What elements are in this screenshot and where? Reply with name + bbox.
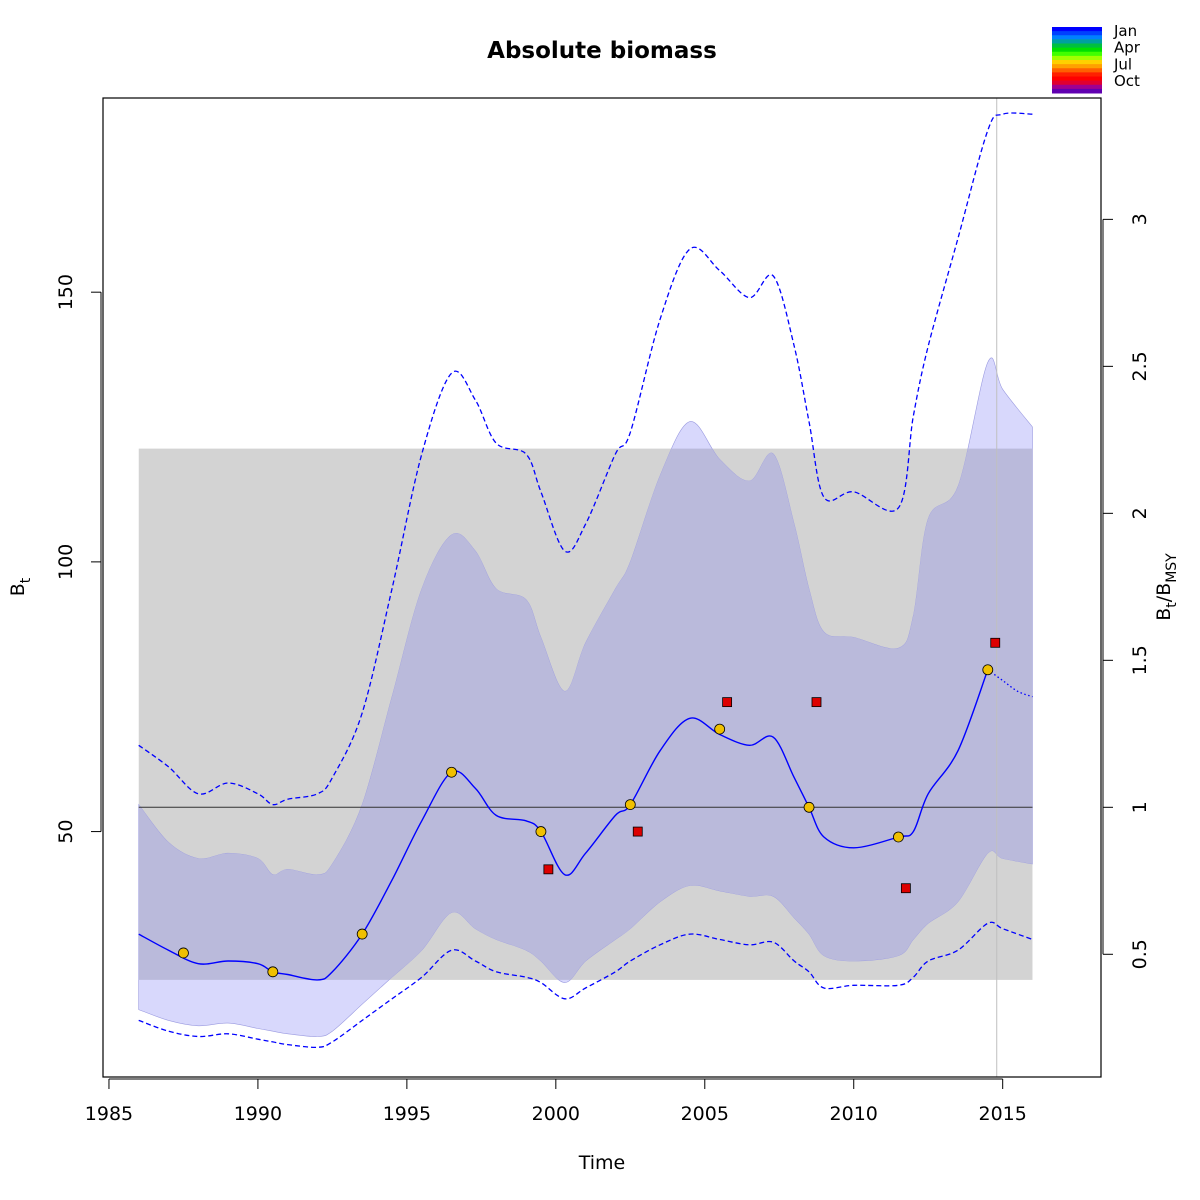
y2-tick-label: 1.5 — [1129, 645, 1151, 675]
index-circle-point — [178, 947, 189, 959]
x-tick-label: 2010 — [830, 1103, 878, 1125]
x-tick-label: 1985 — [85, 1103, 133, 1125]
index-circle-point — [356, 928, 368, 940]
legend-color-swatch — [1052, 76, 1102, 82]
index-square-point — [543, 864, 554, 875]
legend-color-swatch — [1052, 27, 1102, 32]
x-tick-label: 1990 — [234, 1103, 282, 1125]
y2-label-sep: /B — [1153, 583, 1175, 602]
legend-color-swatch — [1052, 43, 1102, 49]
legend-color-swatch — [1052, 80, 1102, 86]
x-tick-label: 2005 — [681, 1103, 729, 1125]
y-axis: 50 100 150 — [55, 274, 102, 844]
legend-color-swatch — [1052, 60, 1102, 65]
y2-tick-label: 1 — [1129, 801, 1151, 813]
index-circle-point — [535, 826, 547, 837]
y2-tick-label: 0.5 — [1129, 939, 1151, 969]
legend-color-swatch — [1052, 39, 1102, 44]
y-axis-label-main: B — [7, 583, 29, 596]
plot-area — [138, 98, 1033, 1077]
y-tick-label: 50 — [55, 819, 77, 843]
legend-color-swatch — [1052, 72, 1102, 77]
y-tick-label: 150 — [55, 274, 77, 310]
index-square-point — [900, 883, 911, 894]
ci-lower-line — [138, 921, 1033, 1049]
legend-color-swatch — [1052, 68, 1102, 73]
y2-label-main: B — [1153, 608, 1175, 621]
legend-month-label: Apr — [1114, 39, 1141, 57]
y2-axis-label: Bt/BMSY — [1153, 553, 1180, 621]
plot-frame — [102, 97, 1102, 1078]
y-axis-label-sub: t — [18, 577, 34, 583]
index-square-point — [632, 826, 643, 837]
biomass-projection-line — [987, 669, 1033, 698]
index-circle-point — [803, 801, 815, 813]
x-axis-label: Time — [578, 1152, 626, 1174]
index-circle-point — [893, 831, 904, 843]
index-square-point — [990, 637, 1001, 648]
confidence-band-overlap — [138, 448, 1033, 980]
index-circle-point — [982, 664, 994, 676]
y-tick-label: 100 — [55, 544, 77, 580]
index-square-point — [811, 697, 822, 708]
y2-label-sub1: t — [1164, 602, 1180, 608]
legend-color-swatch — [1052, 31, 1102, 36]
legend-color-swatch — [1052, 51, 1102, 57]
legend-color-swatch — [1052, 84, 1102, 90]
x-axis: 1985 1990 1995 2000 2005 2010 2015 — [85, 1078, 1027, 1125]
y2-tick-label: 3 — [1129, 213, 1151, 225]
y-axis-label: Bt — [7, 577, 34, 596]
x-tick-label: 2000 — [532, 1103, 580, 1125]
legend-color-swatch — [1052, 88, 1102, 94]
legend-color-swatch — [1052, 35, 1102, 40]
index-square-point — [722, 697, 733, 708]
legend-month-label: Oct — [1114, 72, 1140, 90]
index-circle-point — [714, 723, 726, 735]
index-circle-point — [267, 966, 279, 978]
legend-color-swatch — [1052, 47, 1102, 53]
index-circle-point — [624, 799, 636, 811]
legend-color-swatch — [1052, 55, 1102, 61]
ci-upper-line — [138, 112, 1033, 806]
legend-month-label: Jul — [1113, 55, 1132, 73]
index-circle-point — [446, 766, 457, 778]
y2-tick-label: 2 — [1129, 507, 1151, 519]
y2-axis: 0.5 1 1.5 2 2.5 3 — [1102, 213, 1151, 969]
y2-label-sub2: MSY — [1164, 553, 1180, 583]
x-tick-label: 1995 — [383, 1103, 431, 1125]
biomass-estimate-line — [138, 669, 989, 981]
y2-tick-label: 2.5 — [1129, 351, 1151, 381]
legend-month-label: Jan — [1113, 22, 1137, 40]
x-tick-label: 2015 — [979, 1103, 1027, 1125]
legend-color-swatch — [1052, 64, 1102, 69]
chart-title: Absolute biomass — [487, 38, 717, 64]
